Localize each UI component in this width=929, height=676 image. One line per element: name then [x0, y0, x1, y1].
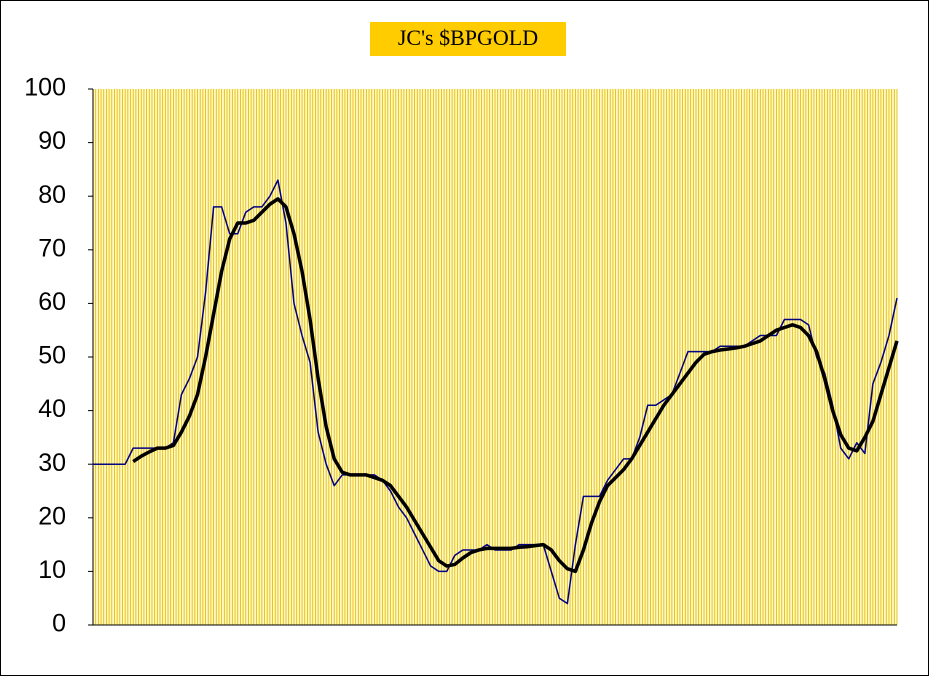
y-tick-label: 40 — [38, 395, 66, 423]
series-line — [132, 197, 899, 574]
y-tick-label: 0 — [52, 610, 66, 638]
y-tick-label: 90 — [38, 127, 66, 155]
chart-title: JC's $BPGOLD — [398, 25, 538, 50]
y-tick-label: 20 — [38, 502, 66, 530]
y-tick-label: 100 — [24, 74, 66, 102]
y-tick-label: 10 — [38, 556, 66, 584]
y-tick-label: 80 — [38, 181, 66, 209]
y-tick-label: 60 — [38, 288, 66, 316]
title-box — [370, 22, 566, 56]
y-tick-label: 30 — [38, 449, 66, 477]
y-tick-label: 50 — [38, 342, 66, 370]
y-tick-label: 70 — [38, 234, 66, 262]
